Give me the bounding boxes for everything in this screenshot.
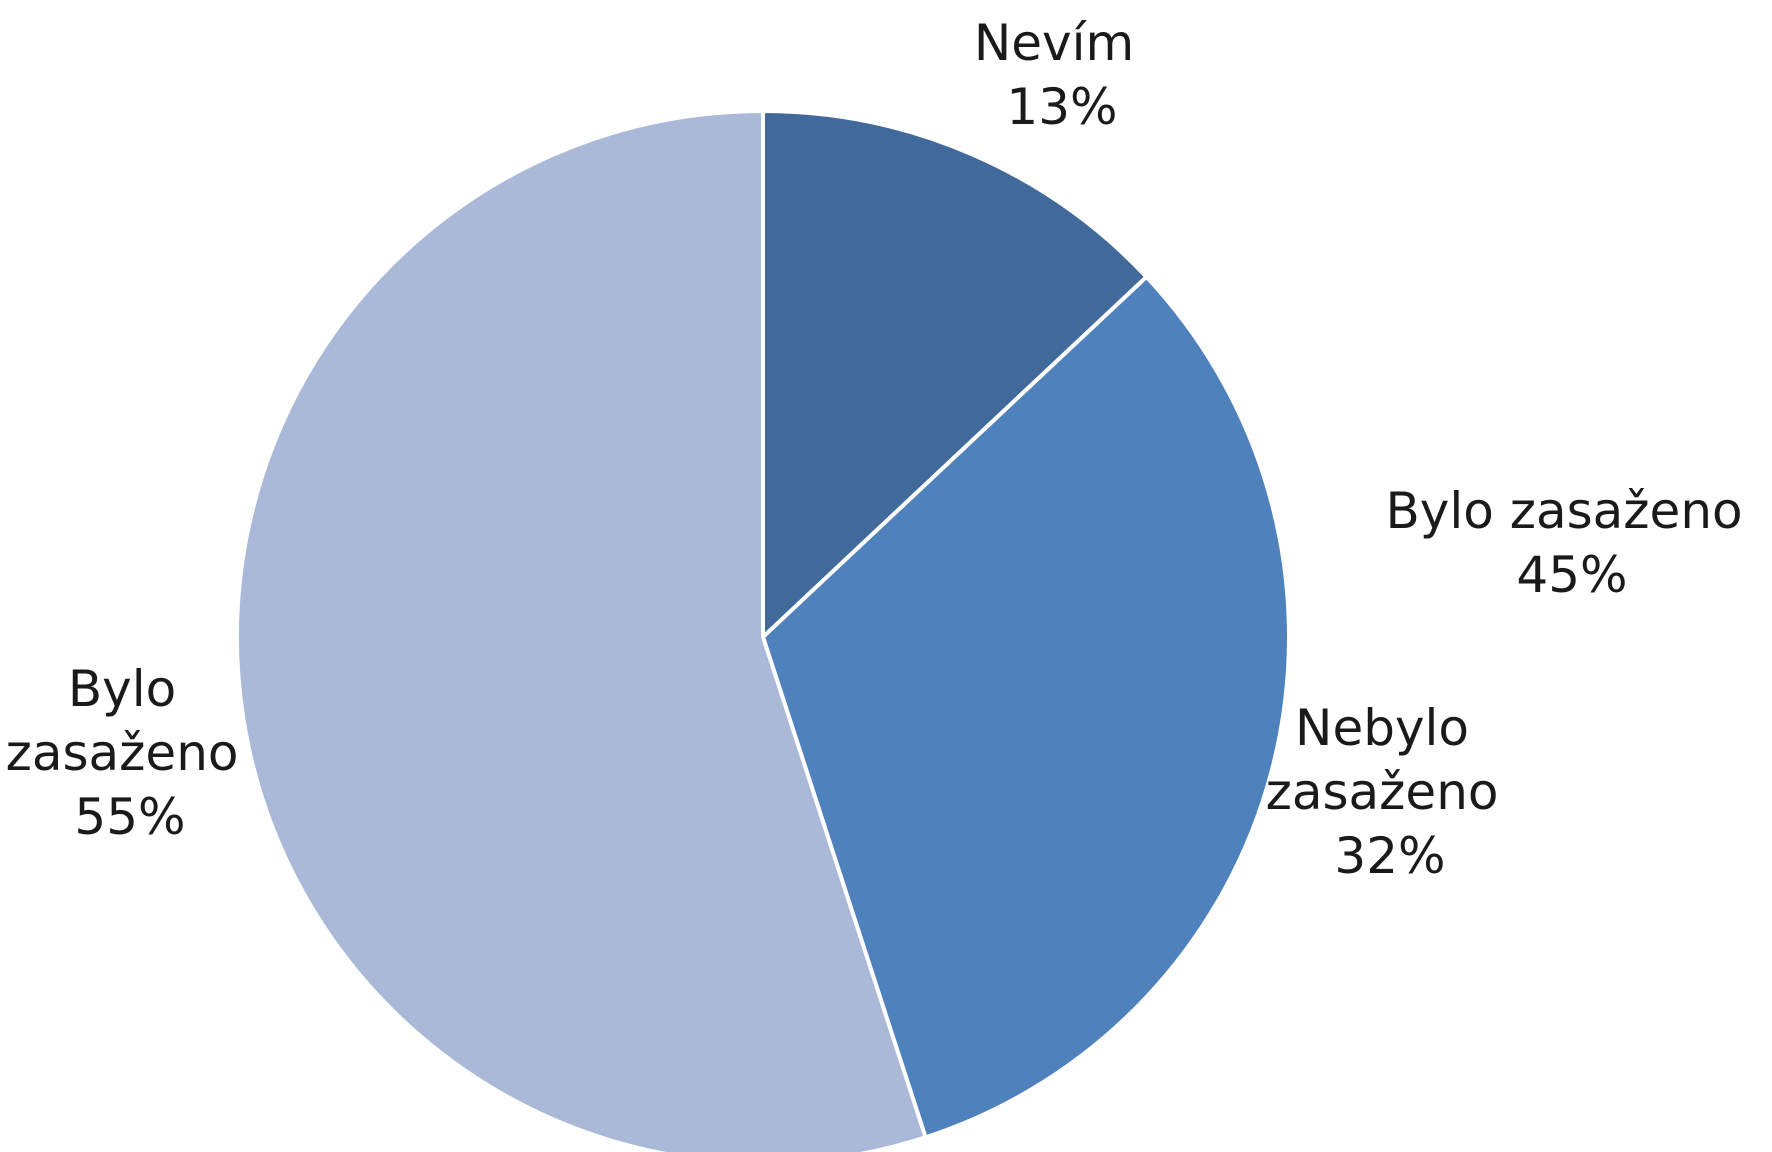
slice-label-bylo-line2: zasaženo xyxy=(6,724,239,782)
slice-labels: Nevím 13% Nebylo zasaženo 32% Bylo zasaž… xyxy=(6,14,1758,885)
slice-label-nebylo-line1: Nebylo xyxy=(1295,699,1469,757)
pie-slice-bylo-zasazeno xyxy=(235,109,928,1152)
slice-label-bylo-zasazeno: Bylo zasaženo 55% xyxy=(6,660,255,846)
pie-slice-nebylo-zasazeno xyxy=(761,274,1292,1140)
slice-label-nebylo-pct: 32% xyxy=(1334,827,1445,885)
slice-label-bylo-pct: 55% xyxy=(74,788,185,846)
slice-label-nebylo-line2: zasaženo xyxy=(1266,763,1499,821)
pie-slices xyxy=(235,109,1292,1152)
slice-label-nevim-pct: 13% xyxy=(1006,78,1117,136)
group-label-text: Bylo zasaženo xyxy=(1385,482,1742,540)
slice-label-nebylo-zasazeno: Nebylo zasaženo 32% xyxy=(1266,699,1515,885)
slice-label-bylo-line1: Bylo xyxy=(68,660,176,718)
pie-slice-nevim xyxy=(761,109,1149,639)
slice-label-nevim-line1: Nevím xyxy=(974,14,1134,72)
slice-label-nevim: Nevím 13% xyxy=(974,14,1150,136)
group-label-pct: 45% xyxy=(1516,546,1627,604)
group-label-bylo-zasazeno: Bylo zasaženo 45% xyxy=(1385,482,1758,604)
